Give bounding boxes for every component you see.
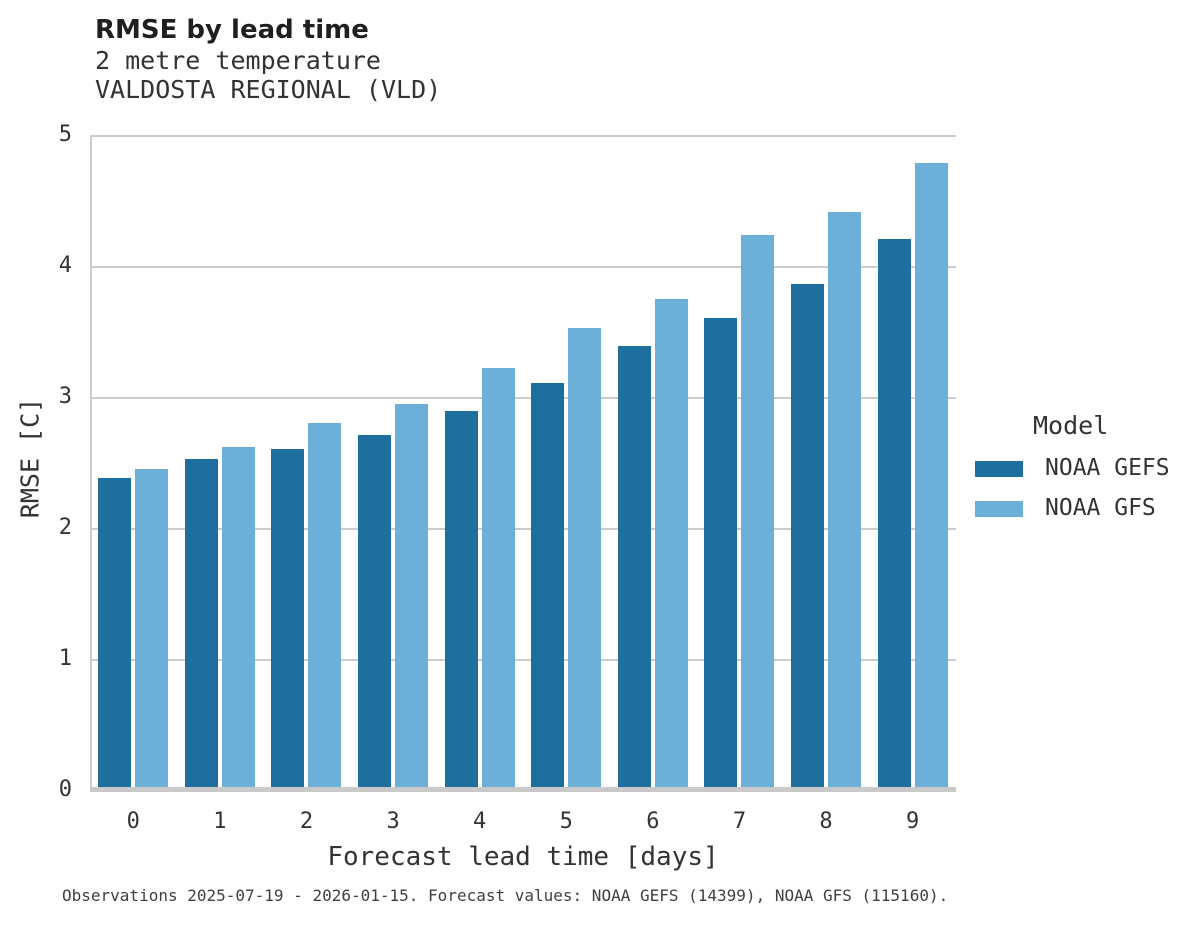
gfs-color-swatch-icon xyxy=(975,500,1023,517)
plot-area xyxy=(90,135,956,792)
x-tick-label-7: 7 xyxy=(732,809,747,834)
gefs-color-swatch-icon xyxy=(975,460,1023,477)
bar-noaa-gefs-day-7 xyxy=(704,318,738,790)
y-tick-label: 5 xyxy=(58,122,72,147)
bar-noaa-gfs-day-1 xyxy=(221,446,255,790)
y-axis-spine xyxy=(90,135,92,790)
bar-noaa-gfs-day-7 xyxy=(741,234,775,790)
bar-noaa-gefs-day-6 xyxy=(617,345,651,790)
bar-noaa-gfs-day-3 xyxy=(395,403,429,790)
y-tick-label: 3 xyxy=(58,384,72,409)
bar-noaa-gefs-day-0 xyxy=(98,478,132,790)
chart-subtitle-variable: 2 metre temperature xyxy=(95,46,381,75)
legend-entry-gfs: NOAA GFS xyxy=(975,497,1170,520)
bar-noaa-gfs-day-9 xyxy=(914,162,948,790)
x-tick-label-3: 3 xyxy=(386,809,400,834)
y-tick-label: 2 xyxy=(58,515,72,540)
legend-title: Model xyxy=(1033,411,1109,440)
observation-caption: Observations 2025-07-19 - 2026-01-15. Fo… xyxy=(62,886,949,905)
bar-group-day-7 xyxy=(696,135,783,790)
x-tick-label-9: 9 xyxy=(906,809,920,834)
x-tick-label-1: 1 xyxy=(213,809,227,834)
y-tick-label: 0 xyxy=(58,777,72,802)
bar-group-day-6 xyxy=(610,135,697,790)
chart-subtitle-station: VALDOSTA REGIONAL (VLD) xyxy=(95,75,442,104)
bar-noaa-gfs-day-4 xyxy=(481,368,515,790)
bar-group-day-4 xyxy=(436,135,523,790)
bar-noaa-gefs-day-1 xyxy=(184,458,218,790)
bar-noaa-gefs-day-8 xyxy=(791,284,825,790)
x-tick-label-5: 5 xyxy=(559,809,573,834)
gridline-5 xyxy=(90,135,956,137)
x-tick-label-2: 2 xyxy=(299,809,314,834)
bar-noaa-gfs-day-2 xyxy=(308,423,342,790)
x-tick-label-6: 6 xyxy=(646,809,660,834)
bar-noaa-gfs-day-6 xyxy=(654,298,688,790)
bar-noaa-gefs-day-2 xyxy=(271,449,305,790)
bar-noaa-gefs-day-5 xyxy=(531,382,565,790)
gridline-4 xyxy=(90,266,956,268)
bar-group-day-8 xyxy=(783,135,870,790)
bar-group-day-3 xyxy=(350,135,437,790)
legend: Model NOAA GEFS NOAA GFS xyxy=(975,412,1170,520)
y-axis-title: RMSE [C] xyxy=(15,397,45,519)
legend-label-gfs: NOAA GFS xyxy=(1045,495,1156,521)
bar-group-day-9 xyxy=(869,135,956,790)
bar-noaa-gefs-day-3 xyxy=(358,435,392,790)
legend-entry-gefs: NOAA GEFS xyxy=(975,457,1170,480)
y-tick-label: 4 xyxy=(58,253,72,278)
x-tick-label-8: 8 xyxy=(819,809,833,834)
bar-group-day-2 xyxy=(263,135,350,790)
x-axis-line xyxy=(90,787,956,792)
bar-noaa-gefs-day-4 xyxy=(444,411,478,790)
bars-layer xyxy=(90,135,956,790)
chart-header: RMSE by lead time 2 metre temperature VA… xyxy=(95,14,441,104)
bar-noaa-gefs-day-9 xyxy=(877,238,911,790)
y-tick-label: 1 xyxy=(58,646,72,671)
x-tick-label-0: 0 xyxy=(126,809,140,834)
bar-noaa-gfs-day-8 xyxy=(828,212,862,790)
legend-label-gefs: NOAA GEFS xyxy=(1045,455,1170,481)
x-tick-label-4: 4 xyxy=(473,809,487,834)
gridline-2 xyxy=(90,528,956,530)
bar-group-day-1 xyxy=(177,135,264,790)
x-axis-title: Forecast lead time [days] xyxy=(327,842,719,872)
gridline-1 xyxy=(90,659,956,661)
gridline-3 xyxy=(90,397,956,399)
bar-noaa-gfs-day-5 xyxy=(568,327,602,790)
x-axis-tick-labels: 0 1 2 3 4 5 6 7 8 9 xyxy=(90,808,956,836)
bar-group-day-5 xyxy=(523,135,610,790)
chart-title: RMSE by lead time xyxy=(95,15,369,45)
bar-noaa-gfs-day-0 xyxy=(135,469,169,790)
bar-group-day-0 xyxy=(90,135,177,790)
